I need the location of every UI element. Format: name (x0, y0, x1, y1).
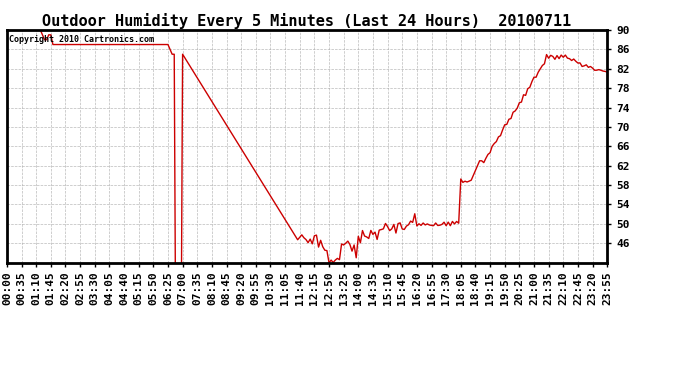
Title: Outdoor Humidity Every 5 Minutes (Last 24 Hours)  20100711: Outdoor Humidity Every 5 Minutes (Last 2… (42, 13, 572, 29)
Text: Copyright 2010 Cartronics.com: Copyright 2010 Cartronics.com (9, 34, 154, 44)
